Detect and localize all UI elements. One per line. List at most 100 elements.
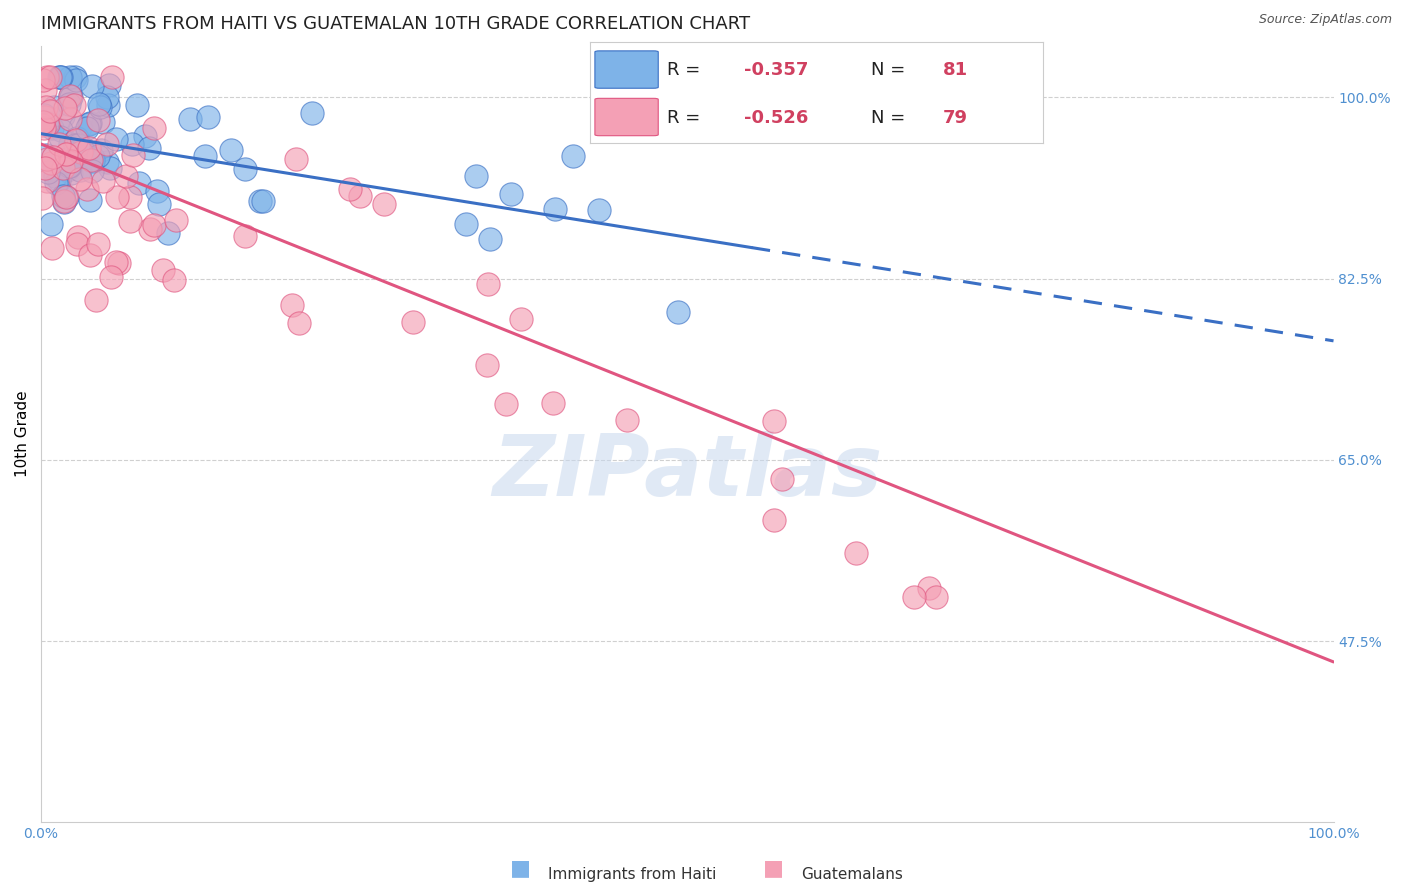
Point	[39, 103, 62, 118]
Point	[108, 256, 131, 270]
Point	[34, 111, 56, 125]
Point	[59, 166, 82, 180]
Point	[301, 106, 323, 120]
Point	[925, 590, 948, 604]
Point	[252, 194, 274, 208]
Point	[179, 112, 201, 126]
Point	[55, 147, 77, 161]
Point	[98, 161, 121, 175]
Point	[80, 79, 103, 94]
Point	[32, 120, 55, 135]
Point	[52, 161, 75, 175]
Point	[44, 100, 66, 114]
Point	[541, 396, 564, 410]
Point	[101, 70, 124, 84]
Point	[59, 136, 82, 151]
Y-axis label: 10th Grade: 10th Grade	[15, 391, 30, 477]
Point	[562, 149, 585, 163]
Point	[58, 97, 80, 112]
Point	[45, 176, 67, 190]
Point	[59, 90, 82, 104]
Point	[66, 130, 89, 145]
Point	[219, 143, 242, 157]
Point	[138, 141, 160, 155]
Point	[281, 298, 304, 312]
Point	[53, 101, 76, 115]
Point	[477, 277, 499, 291]
Point	[65, 133, 87, 147]
Point	[125, 97, 148, 112]
Point	[845, 546, 868, 560]
Point	[763, 413, 786, 427]
Point	[770, 472, 793, 486]
Text: ■: ■	[510, 858, 530, 878]
Point	[41, 241, 63, 255]
Point	[90, 143, 112, 157]
Point	[373, 196, 395, 211]
Point	[91, 174, 114, 188]
Point	[82, 154, 104, 169]
Point	[402, 315, 425, 329]
Point	[666, 305, 689, 319]
Point	[156, 226, 179, 240]
Point	[142, 219, 165, 233]
Point	[49, 70, 72, 84]
Point	[66, 237, 89, 252]
Point	[100, 270, 122, 285]
Point	[63, 98, 86, 112]
Point	[35, 152, 58, 166]
Text: Source: ZipAtlas.com: Source: ZipAtlas.com	[1258, 13, 1392, 27]
Point	[58, 89, 80, 103]
Point	[59, 112, 82, 126]
Point	[63, 137, 86, 152]
Point	[67, 138, 90, 153]
Point	[58, 160, 80, 174]
Point	[72, 141, 94, 155]
Point	[194, 149, 217, 163]
Point	[79, 116, 101, 130]
Point	[31, 191, 53, 205]
Point	[31, 118, 53, 132]
Point	[51, 123, 73, 137]
Point	[35, 100, 58, 114]
Point	[104, 255, 127, 269]
Point	[82, 151, 104, 165]
Point	[89, 100, 111, 114]
Point	[510, 311, 533, 326]
Point	[77, 141, 100, 155]
Point	[339, 182, 361, 196]
Point	[35, 174, 58, 188]
Point	[128, 176, 150, 190]
Point	[52, 109, 75, 123]
Point	[59, 70, 82, 84]
Point	[197, 111, 219, 125]
Point	[69, 120, 91, 135]
Point	[34, 161, 56, 175]
Point	[233, 228, 256, 243]
Point	[69, 163, 91, 178]
Point	[39, 156, 62, 170]
Point	[918, 581, 941, 595]
Point	[37, 116, 59, 130]
Point	[39, 70, 62, 84]
Point	[118, 214, 141, 228]
Point	[69, 172, 91, 186]
Point	[495, 397, 517, 411]
Point	[41, 120, 63, 135]
Point	[67, 143, 90, 157]
Point	[44, 169, 66, 184]
Point	[63, 70, 86, 84]
Point	[114, 169, 136, 183]
Point	[139, 222, 162, 236]
Point	[97, 78, 120, 92]
Text: ■: ■	[763, 858, 783, 878]
Point	[249, 194, 271, 209]
Point	[77, 117, 100, 131]
Point	[48, 70, 70, 84]
Point	[96, 136, 118, 151]
Point	[37, 164, 59, 178]
Text: IMMIGRANTS FROM HAITI VS GUATEMALAN 10TH GRADE CORRELATION CHART: IMMIGRANTS FROM HAITI VS GUATEMALAN 10TH…	[41, 15, 751, 33]
Point	[134, 129, 156, 144]
Point	[163, 273, 186, 287]
Point	[285, 152, 308, 166]
